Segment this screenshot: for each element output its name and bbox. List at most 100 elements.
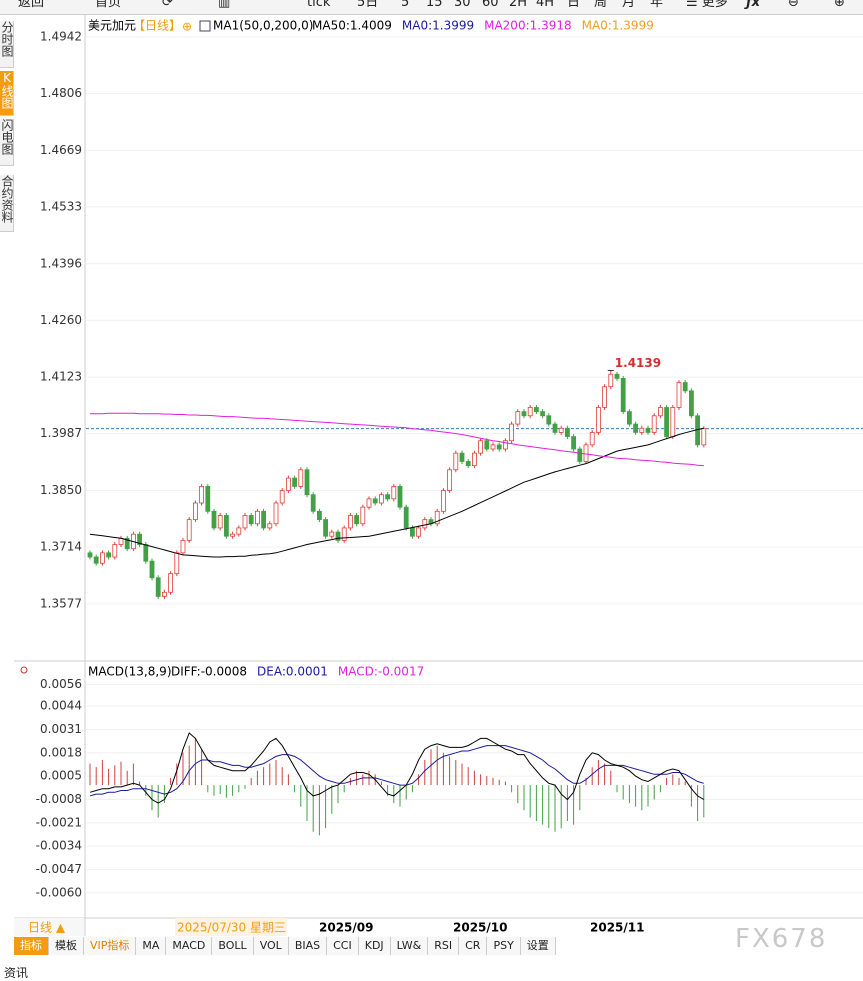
- indicator-tab[interactable]: KDJ: [358, 937, 391, 955]
- candle-body: [199, 485, 205, 504]
- candle-body: [701, 428, 707, 446]
- indicator-tab[interactable]: LW&: [390, 937, 429, 955]
- period-button[interactable]: 年: [650, 0, 664, 10]
- refresh-icon[interactable]: ⟳: [162, 0, 173, 10]
- candle-body: [292, 477, 298, 487]
- zoom-out-icon[interactable]: ⊖: [788, 0, 799, 10]
- candle-body: [118, 537, 124, 545]
- candle-body: [627, 411, 632, 425]
- candle-body: [540, 411, 545, 417]
- candle-body: [459, 452, 465, 462]
- candle-body: [329, 531, 335, 537]
- candle-body: [633, 423, 638, 433]
- indicator-tab[interactable]: RSI: [428, 937, 460, 955]
- candle-body: [285, 477, 291, 491]
- candle-body: [192, 502, 198, 521]
- indicator-tab[interactable]: 指标: [14, 937, 49, 955]
- y-tick-label: 1.3850: [40, 483, 82, 497]
- candle-body: [521, 411, 527, 417]
- candle-body: [316, 510, 322, 521]
- candle-body: [651, 415, 657, 433]
- indicator-tab[interactable]: MA: [136, 937, 167, 955]
- y-tick-label: -0.0021: [36, 815, 82, 829]
- fx-icon[interactable]: ƒx: [746, 0, 761, 10]
- period-button[interactable]: 2H: [509, 0, 528, 10]
- indicator-tab[interactable]: CCI: [327, 937, 359, 955]
- candle-body: [186, 519, 192, 541]
- indicator-tab[interactable]: CR: [459, 937, 488, 955]
- y-tick-label: 1.4806: [40, 86, 82, 100]
- legend-entry: MA50:1.4009: [312, 19, 392, 33]
- period-button[interactable]: 月: [622, 0, 636, 10]
- candle-body: [534, 407, 539, 413]
- x-tick-label: 2025/11: [590, 921, 644, 935]
- sidebar-tab[interactable]: 闪电图: [0, 119, 14, 166]
- indicator-line: [89, 732, 705, 804]
- cursor-date-box: [175, 918, 287, 936]
- x-tick-label: 2025/09: [319, 921, 373, 935]
- add-icon[interactable]: ⊕: [182, 20, 192, 34]
- candle-body: [670, 407, 676, 437]
- y-tick-label: 1.4669: [40, 143, 82, 157]
- zoom-in-icon[interactable]: ⊕: [834, 0, 845, 10]
- period-button[interactable]: 日线 ▲: [28, 921, 66, 935]
- candle-body: [230, 533, 236, 537]
- indicator-tab[interactable]: 设置: [520, 937, 556, 955]
- candle-body: [267, 523, 273, 529]
- candle-body: [639, 427, 645, 433]
- candle-body: [248, 515, 254, 525]
- candle-body: [577, 448, 583, 462]
- period-button[interactable]: 日: [567, 0, 581, 10]
- candle-body: [360, 506, 366, 525]
- sidebar-tab[interactable]: 分时图: [0, 21, 14, 68]
- symbol-title: 美元加元: [88, 19, 136, 33]
- period-button[interactable]: 周: [594, 0, 608, 10]
- candle-body: [391, 485, 397, 500]
- indicator-tab[interactable]: VOL: [253, 937, 289, 955]
- sidebar-tab[interactable]: 合约资料: [0, 175, 14, 232]
- macd-title: MACD(13,8,9): [88, 665, 172, 679]
- y-tick-label: 1.3577: [40, 596, 82, 610]
- indicator-tab[interactable]: 模板: [49, 937, 84, 955]
- indicator-tab[interactable]: VIP指标: [84, 937, 137, 955]
- settings-icon[interactable]: [20, 666, 28, 674]
- legend-entry: DIFF:-0.0008: [171, 665, 247, 679]
- candle-body: [211, 510, 217, 529]
- chart-icon[interactable]: ▥: [218, 0, 231, 10]
- sidebar-tab[interactable]: K线图: [0, 71, 14, 116]
- candle-body: [124, 537, 130, 550]
- period-button[interactable]: 15: [426, 0, 443, 10]
- footer-tab[interactable]: 资讯: [4, 966, 29, 980]
- period-box[interactable]: [14, 918, 84, 936]
- indicator-tab[interactable]: PSY: [487, 937, 521, 955]
- period-button[interactable]: 60: [482, 0, 499, 10]
- candle-body: [645, 427, 651, 433]
- candle-body: [137, 533, 143, 545]
- y-tick-label: -0.0034: [36, 839, 82, 853]
- back-button[interactable]: 返回: [18, 0, 45, 10]
- more-button[interactable]: ☰ 更多: [686, 0, 728, 11]
- toolbar: 返回 首页 ⟳ ▥ tick 5日 5 15 30 60 2H 4H 日 周 月…: [0, 0, 863, 15]
- candle-body: [354, 515, 360, 525]
- candle-body: [298, 469, 304, 487]
- indicator-tab[interactable]: BIAS: [288, 937, 328, 955]
- candle-body: [168, 573, 174, 593]
- candle-body: [143, 544, 149, 562]
- indicator-tab[interactable]: BOLL: [212, 937, 254, 955]
- y-tick-label: 1.4396: [40, 256, 82, 270]
- indicator-tab[interactable]: MACD: [166, 937, 213, 955]
- candle-body: [341, 527, 347, 541]
- period-button[interactable]: 5: [401, 0, 410, 10]
- more-label: 更多: [701, 0, 728, 10]
- candle-body: [465, 461, 471, 467]
- indicator-tabs: 指标 模板 VIP指标 MA MACD BOLL VOL BIAS CCI KDJ LW& RSI CR…: [14, 937, 556, 955]
- period-button[interactable]: tick: [307, 0, 331, 10]
- home-button[interactable]: 首页: [95, 0, 122, 10]
- candle-body: [608, 373, 614, 388]
- period-button[interactable]: 5日: [357, 0, 379, 10]
- watermark: FX678: [735, 924, 828, 954]
- y-tick-label: 0.0018: [40, 745, 82, 759]
- period-button[interactable]: 4H: [536, 0, 555, 10]
- period-button[interactable]: 30: [454, 0, 471, 10]
- candle-body: [409, 527, 415, 537]
